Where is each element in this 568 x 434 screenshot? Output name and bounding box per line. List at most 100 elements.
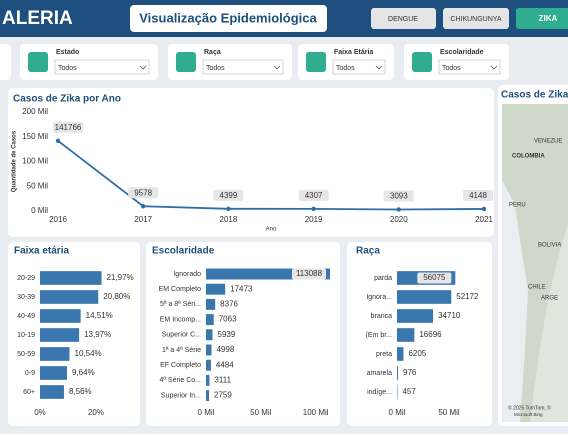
data-label: 4998	[216, 345, 234, 354]
dropdown[interactable]	[202, 59, 284, 75]
bar	[397, 328, 415, 342]
button-label[interactable]: DENGUE	[388, 16, 418, 23]
bar	[206, 374, 210, 386]
bar	[206, 298, 216, 310]
map-ocean	[502, 180, 528, 422]
chart-title: Raça	[356, 246, 380, 257]
label-box	[298, 189, 329, 201]
page-title: Visualização Epidemiológica	[139, 10, 317, 25]
dropdown[interactable]	[332, 59, 386, 75]
label-box	[417, 272, 452, 284]
dropdown-arrow	[490, 65, 498, 70]
bar	[397, 290, 452, 304]
map-brand: Microsoft Bing	[514, 412, 543, 417]
point	[396, 207, 401, 212]
map-credit: © 2025 TomTom, ©	[508, 404, 551, 411]
category-label: 4ª Série Co...	[160, 377, 202, 384]
x-tick-label: 0 Mil	[198, 408, 215, 417]
category-label: 30-39	[17, 294, 35, 301]
data-label: 2759	[214, 391, 232, 400]
point	[141, 204, 146, 209]
x-tick-label: 2021	[475, 215, 493, 224]
y-tick-label: 0 Mil	[31, 206, 48, 215]
x-tick-label: 0%	[34, 408, 46, 417]
category-label: 20-29	[17, 275, 35, 282]
bar	[397, 347, 404, 361]
chart-title: Faixa etária	[14, 246, 69, 257]
data-label: 4307	[305, 191, 323, 200]
filter-icon	[176, 52, 196, 72]
button-label[interactable]: CHIKUNGUNYA	[450, 16, 502, 23]
button[interactable]	[443, 8, 509, 29]
data-label: 7063	[219, 315, 237, 324]
brand: ALERIA	[2, 8, 73, 29]
category-label: 1ª a 4ª Série	[162, 347, 201, 354]
dropdown[interactable]	[54, 59, 150, 75]
bar	[40, 309, 81, 323]
filter-icon	[306, 52, 326, 72]
bar	[206, 390, 210, 402]
data-label: 141766	[55, 123, 82, 132]
map-label: ARGE	[541, 296, 558, 302]
data-label: 9,64%	[72, 368, 95, 377]
chart-title: Casos de Zika por Ano	[13, 94, 121, 105]
x-tick-label: 2020	[390, 215, 408, 224]
data-label: 8,56%	[69, 387, 92, 396]
data-label: 976	[403, 368, 417, 377]
bar	[397, 366, 399, 380]
button[interactable]	[516, 8, 568, 29]
x-tick-label: 20%	[88, 408, 104, 417]
label-box	[463, 189, 493, 201]
bar	[206, 314, 214, 326]
label-box	[53, 121, 83, 133]
data-label: 4148	[469, 191, 487, 200]
filter-label: Faixa Etária	[334, 49, 373, 56]
category-label: Superior C...	[162, 332, 201, 339]
x-tick-label: 50 Mil	[250, 408, 272, 417]
button-label[interactable]: ZIKA	[539, 14, 558, 23]
data-label: 457	[402, 387, 416, 396]
map-label: COLOMBIA	[512, 154, 545, 160]
label-box	[292, 268, 326, 280]
category-label: 40-49	[17, 313, 35, 320]
x-tick-label: 2018	[220, 215, 238, 224]
data-label: 3093	[390, 192, 408, 201]
y-tick-label: 150 Mil	[22, 132, 48, 141]
category-label: EM Completo	[159, 286, 202, 293]
filter-icon	[412, 52, 432, 72]
category-label: indíge...	[367, 389, 392, 396]
dropdown[interactable]	[438, 59, 501, 75]
dropdown-value: Todos	[206, 65, 225, 72]
panel	[0, 44, 11, 80]
panel	[8, 88, 494, 237]
x-tick-label: 50 Mil	[438, 408, 460, 417]
category-label: 50-59	[17, 351, 35, 358]
x-tick-label: 2017	[134, 215, 152, 224]
bar	[40, 385, 64, 399]
bar	[40, 328, 80, 342]
category-label: (Em br...	[366, 332, 393, 339]
label-box	[128, 187, 159, 199]
category-label: 10-19	[17, 332, 35, 339]
dropdown-arrow	[375, 65, 383, 70]
dropdown-arrow	[139, 65, 147, 70]
data-label: 13,97%	[84, 330, 111, 339]
filter-icon	[28, 52, 48, 72]
data-label: 113088	[296, 269, 323, 278]
data-label: 5939	[218, 330, 236, 339]
filter-label: Raça	[204, 49, 221, 56]
category-label: branca	[371, 313, 393, 320]
data-label: 21,97%	[107, 273, 134, 282]
chart-title: Escolaridade	[152, 246, 215, 257]
dropdown-value: Todos	[336, 65, 355, 72]
x-tick-label: 2019	[305, 215, 323, 224]
data-label: 4484	[216, 360, 234, 369]
category-label: Ignorado	[173, 271, 201, 278]
bar	[206, 344, 212, 356]
button[interactable]	[371, 8, 436, 29]
label-box	[213, 189, 244, 201]
panel	[146, 242, 340, 426]
data-label: 17473	[230, 284, 253, 293]
bar	[206, 268, 330, 280]
